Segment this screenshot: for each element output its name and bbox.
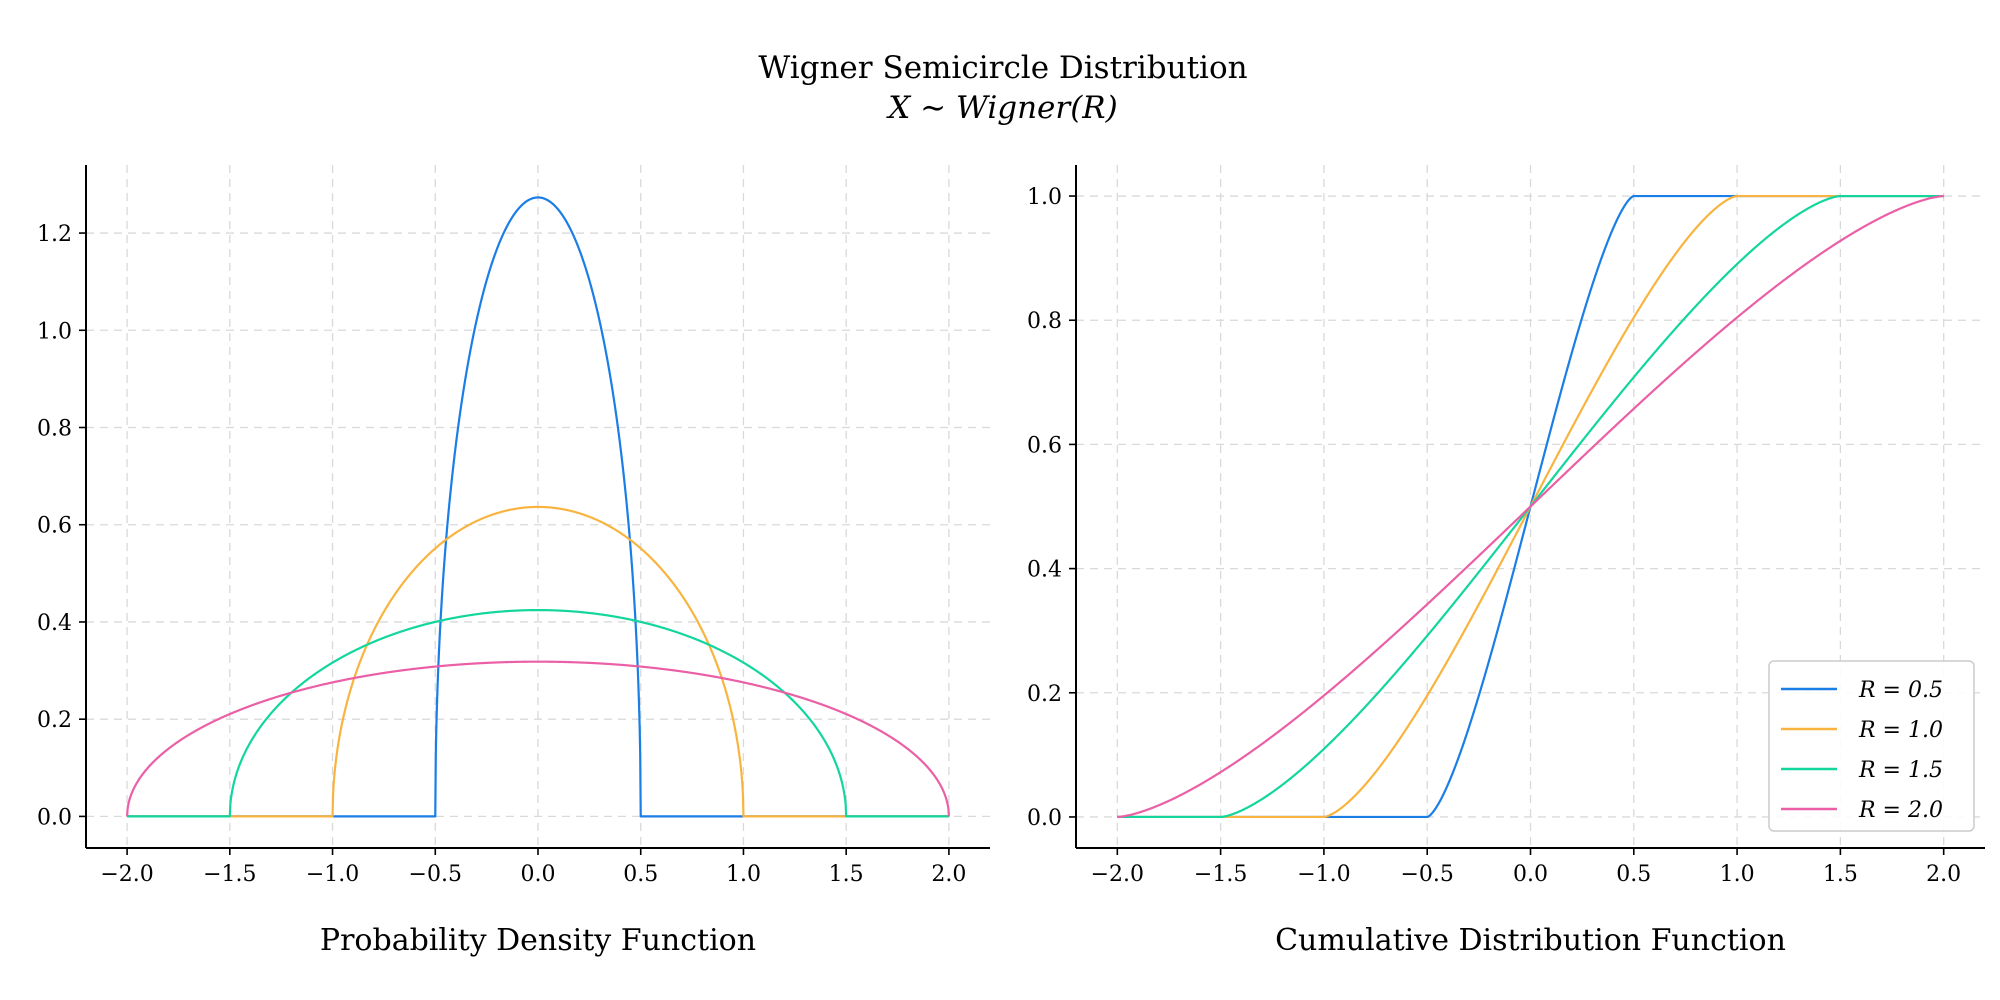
legend-label-3: R = 2.0: [1858, 798, 1943, 823]
pdf-ytick-label-3: 0.6: [37, 514, 72, 539]
cdf-series-r-2: [1116, 194, 1945, 819]
cdf-legend: R = 0.5 R = 1.0 R = 1.5 R = 2.0: [1768, 660, 1975, 832]
figure-subtitle: X ∼ Wigner(R): [886, 90, 1118, 126]
cdf-xtick-label-1: −1.5: [1194, 862, 1247, 887]
pdf-xtick-label-5: 0.5: [623, 862, 658, 887]
cdf-xtick-label-7: 1.5: [1823, 862, 1858, 887]
cdf-xlabel: Cumulative Distribution Function: [1275, 923, 1786, 958]
pdf-series-r-2: [125, 660, 951, 817]
cdf-ytick-label-2: 0.4: [1027, 558, 1062, 583]
cdf-xtick-label-8: 2.0: [1926, 862, 1961, 887]
cdf-xtick-label-3: −0.5: [1400, 862, 1453, 887]
cdf-xtick-label-2: −1.0: [1297, 862, 1350, 887]
cdf-xtick-label-4: 0.0: [1513, 862, 1548, 887]
pdf-ytick-label-2: 0.4: [37, 611, 72, 636]
pdf-xtick-label-6: 1.0: [726, 862, 761, 887]
pdf-xtick-label-7: 1.5: [829, 862, 864, 887]
pdf-xtick-label-2: −1.0: [306, 862, 359, 887]
pdf-xtick-label-0: −2.0: [100, 862, 153, 887]
cdf-chart: −2.0 −1.5 −1.0 −0.5 0.0 0.5 1.0 1.5 2.0 0.0 0.2 0.4…: [1027, 165, 1985, 958]
pdf-xtick-label-4: 0.0: [521, 862, 556, 887]
cdf-ytick-label-0: 0.0: [1027, 806, 1062, 831]
legend-label-1: R = 1.0: [1858, 718, 1943, 743]
legend-label-2: R = 1.5: [1858, 758, 1943, 783]
cdf-ytick-label-3: 0.6: [1027, 433, 1062, 458]
cdf-xtick-label-0: −2.0: [1091, 862, 1144, 887]
cdf-xtick-label-6: 1.0: [1720, 862, 1755, 887]
pdf-xtick-label-3: −0.5: [409, 862, 462, 887]
pdf-xtick-label-8: 2.0: [931, 862, 966, 887]
pdf-xtick-label-1: −1.5: [203, 862, 256, 887]
cdf-ytick-label-5: 1.0: [1027, 185, 1062, 210]
pdf-chart: −2.0 −1.5 −1.0 −0.5 0.0 0.5 1.0 1.5 2.0 0.0 0.2 0.4…: [37, 165, 990, 958]
figure-title: Wigner Semicircle Distribution: [758, 50, 1247, 86]
pdf-ytick-label-5: 1.0: [37, 319, 72, 344]
pdf-series-r-1: [126, 505, 950, 818]
pdf-series-r-1-5: [126, 608, 950, 818]
pdf-ytick-label-6: 1.2: [37, 222, 72, 247]
legend-label-0: R = 0.5: [1858, 678, 1943, 703]
legend-frame: [1768, 660, 1975, 832]
pdf-ytick-label-1: 0.2: [37, 708, 72, 733]
pdf-ytick-label-4: 0.8: [37, 417, 72, 442]
pdf-xlabel: Probability Density Function: [320, 923, 756, 958]
cdf-xtick-label-5: 0.5: [1616, 862, 1651, 887]
cdf-ytick-label-4: 0.8: [1027, 309, 1062, 334]
pdf-ytick-label-0: 0.0: [37, 805, 72, 830]
cdf-ytick-label-1: 0.2: [1027, 682, 1062, 707]
